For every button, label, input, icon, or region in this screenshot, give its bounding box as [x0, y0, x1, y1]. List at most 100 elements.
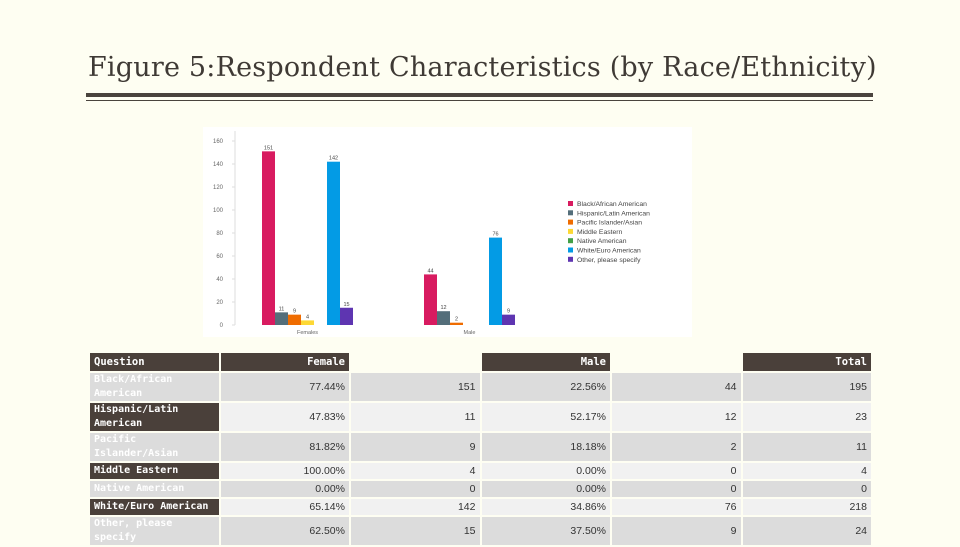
- male-count-cell: 44: [612, 373, 741, 401]
- bar: [437, 311, 450, 325]
- y-tick-label: 60: [216, 254, 223, 260]
- total-cell: 23: [742, 403, 871, 431]
- total-cell: 195: [742, 373, 871, 401]
- legend-label: Middle Eastern: [577, 229, 623, 236]
- header-question: Question: [90, 353, 219, 371]
- female-percent-cell: 62.50%: [220, 517, 349, 545]
- row-question: Black/African American: [90, 373, 219, 401]
- female-count-cell: 4: [351, 463, 480, 479]
- row-question: Pacific Islander/Asian: [90, 433, 219, 461]
- bar-chart-svg: 0 20 40 60 80 100 120 140 160 151 44 11 12 9 2 4 142 76 15…: [213, 131, 650, 336]
- legend-label: Black/African American: [577, 201, 647, 208]
- bar-chart: 0 20 40 60 80 100 120 140 160 151 44 11 12 9 2 4 142 76 15…: [203, 127, 692, 337]
- legend-swatch: [568, 210, 573, 216]
- legend-label: Native American: [577, 238, 627, 245]
- y-tick-label: 160: [213, 139, 224, 145]
- female-count-cell: 9: [351, 433, 480, 461]
- female-percent-cell: 0.00%: [220, 481, 349, 497]
- female-percent-cell: 47.83%: [220, 403, 349, 431]
- bar-value-label: 9: [293, 309, 296, 315]
- female-percent-cell: 100.00%: [220, 463, 349, 479]
- male-count-cell: 0: [612, 481, 741, 497]
- female-count-cell: 11: [351, 403, 480, 431]
- y-tick-label: 20: [216, 300, 223, 306]
- table-row: Hispanic/Latin American 47.83% 11 52.17%…: [90, 403, 871, 431]
- legend-swatch: [568, 201, 573, 206]
- male-percent-cell: 22.56%: [481, 373, 610, 401]
- female-percent-cell: 81.82%: [220, 433, 349, 461]
- total-cell: 4: [742, 463, 871, 479]
- male-percent-cell: 18.18%: [481, 433, 610, 461]
- table-row: Pacific Islander/Asian 81.82% 9 18.18% 2…: [90, 433, 871, 461]
- slide-title: Figure 5:Respondent Characteristics (by …: [88, 52, 877, 83]
- y-tick-label: 140: [213, 162, 224, 168]
- total-cell: 24: [742, 517, 871, 545]
- bar-value-label: 11: [279, 306, 285, 312]
- bar-value-label: 12: [440, 305, 446, 311]
- legend-swatch: [568, 247, 573, 253]
- male-percent-cell: 0.00%: [481, 481, 610, 497]
- table-row: White/Euro American 65.14% 142 34.86% 76…: [90, 499, 871, 515]
- y-tick-label: 80: [216, 231, 223, 237]
- bar: [424, 274, 437, 325]
- data-table: Question Female Male Total Black/African…: [88, 351, 873, 547]
- y-tick-label: 0: [220, 323, 224, 329]
- legend-swatch: [568, 256, 573, 262]
- legend-swatch: [568, 238, 573, 244]
- bar-value-label: 15: [343, 302, 349, 308]
- y-tick-label: 100: [213, 208, 224, 214]
- female-count-cell: 142: [351, 499, 480, 515]
- male-count-cell: 12: [612, 403, 741, 431]
- row-question: Hispanic/Latin American: [90, 403, 219, 431]
- x-category-label: Females: [297, 330, 318, 336]
- table-row: Native American 0.00% 0 0.00% 0 0: [90, 481, 871, 497]
- bar: [262, 151, 275, 325]
- bar: [327, 161, 340, 325]
- bar-value-label: 76: [492, 232, 498, 238]
- male-percent-cell: 34.86%: [481, 499, 610, 515]
- legend-label: Other, please specify: [577, 257, 641, 264]
- bar: [450, 322, 463, 325]
- female-count-cell: 151: [351, 373, 480, 401]
- male-percent-cell: 52.17%: [481, 403, 610, 431]
- header-female: Female: [220, 353, 349, 371]
- female-percent-cell: 65.14%: [220, 499, 349, 515]
- bar: [288, 314, 301, 325]
- male-percent-cell: 0.00%: [481, 463, 610, 479]
- bar-value-label: 4: [306, 314, 309, 320]
- row-question: Native American: [90, 481, 219, 497]
- female-percent-cell: 77.44%: [220, 373, 349, 401]
- title-rule-thick: [86, 93, 873, 97]
- bar: [489, 237, 502, 325]
- header-male: Male: [481, 353, 610, 371]
- bar: [275, 312, 288, 325]
- legend-swatch: [568, 228, 573, 234]
- header-blank-2: [612, 353, 741, 371]
- male-count-cell: 9: [612, 517, 741, 545]
- female-count-cell: 15: [351, 517, 480, 545]
- bar-value-label: 9: [507, 309, 510, 315]
- male-count-cell: 2: [612, 433, 741, 461]
- row-question: White/Euro American: [90, 499, 219, 515]
- male-count-cell: 76: [612, 499, 741, 515]
- y-tick-label: 40: [216, 277, 223, 283]
- legend-label: Hispanic/Latin American: [577, 210, 650, 217]
- table-row: Other, please specify 62.50% 15 37.50% 9…: [90, 517, 871, 545]
- total-cell: 11: [742, 433, 871, 461]
- female-count-cell: 0: [351, 481, 480, 497]
- bar: [502, 314, 515, 325]
- row-question: Middle Eastern: [90, 463, 219, 479]
- bar-value-label: 2: [455, 317, 458, 323]
- bar-value-label: 44: [427, 268, 433, 274]
- x-category-label: Male: [464, 330, 476, 336]
- y-tick-label: 120: [213, 185, 224, 191]
- table-row: Black/African American 77.44% 151 22.56%…: [90, 373, 871, 401]
- total-cell: 0: [742, 481, 871, 497]
- header-blank-1: [351, 353, 480, 371]
- total-cell: 218: [742, 499, 871, 515]
- header-total: Total: [742, 353, 871, 371]
- male-count-cell: 0: [612, 463, 741, 479]
- legend-label: White/Euro American: [577, 248, 641, 255]
- legend-swatch: [568, 219, 573, 225]
- row-question: Other, please specify: [90, 517, 219, 545]
